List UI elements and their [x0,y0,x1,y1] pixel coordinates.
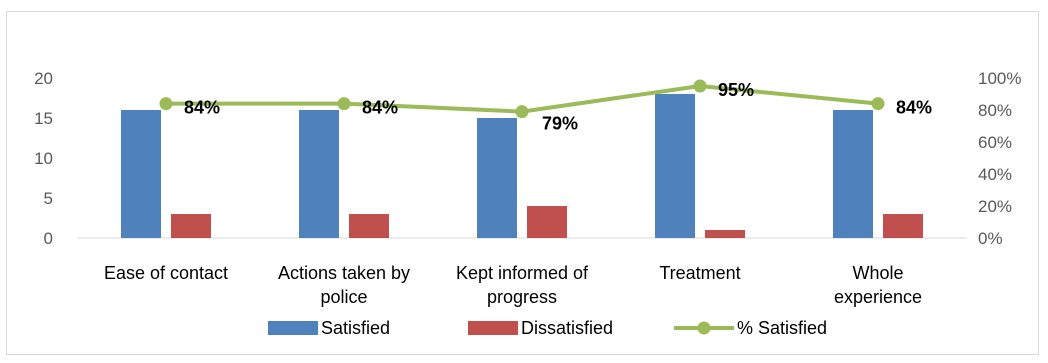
bar-satisfied [299,110,339,238]
category-label: Treatment [659,263,740,283]
left-tick-label: 10 [34,149,53,168]
bar-dissatisfied [349,214,389,238]
left-tick-label: 0 [44,229,53,248]
category-labels: Ease of contact Actions taken by police Kep… [104,263,922,307]
left-axis: 0 5 10 15 20 [34,69,53,248]
category-label: Actions taken by police [278,263,410,307]
category-label: Ease of contact [104,263,228,283]
data-label: 79% [542,114,578,134]
right-tick-label: 20% [978,197,1012,216]
line-point [515,105,529,119]
bar-dissatisfied [171,214,211,238]
line-point [337,97,351,111]
bar-satisfied [121,110,161,238]
data-labels: 84% 84% 79% 95% 84% [184,80,932,134]
bar-dissatisfied [527,206,567,238]
legend-swatch [268,321,318,335]
bar-dissatisfied [883,214,923,238]
right-tick-label: 60% [978,133,1012,152]
category-label: Kept informed of progress [456,263,589,307]
bar-dissatisfied [705,230,745,238]
bars [121,94,923,238]
right-tick-label: 80% [978,101,1012,120]
data-label: 84% [184,98,220,118]
right-tick-label: 0% [978,229,1003,248]
left-tick-label: 5 [44,189,53,208]
legend-label: Dissatisfied [521,318,613,338]
data-label: 84% [362,98,398,118]
category-label: Whole experience [834,263,922,307]
line-point [693,79,707,93]
bar-satisfied [655,94,695,238]
bar-satisfied [833,110,873,238]
legend-label: Satisfied [321,318,390,338]
right-tick-label: 100% [978,69,1021,88]
right-tick-label: 40% [978,165,1012,184]
right-axis: 0% 20% 40% 60% 80% 100% [978,69,1021,248]
left-tick-label: 15 [34,109,53,128]
legend-marker [697,321,711,335]
legend-swatch [468,321,518,335]
line-point [871,97,885,111]
data-label: 84% [896,98,932,118]
left-tick-label: 20 [34,69,53,88]
line-series [159,79,885,119]
data-label: 95% [718,80,754,100]
legend-label: % Satisfied [737,318,827,338]
line-point [159,97,173,111]
bar-satisfied [477,118,517,238]
legend: Satisfied Dissatisfied % Satisfied [268,318,827,338]
